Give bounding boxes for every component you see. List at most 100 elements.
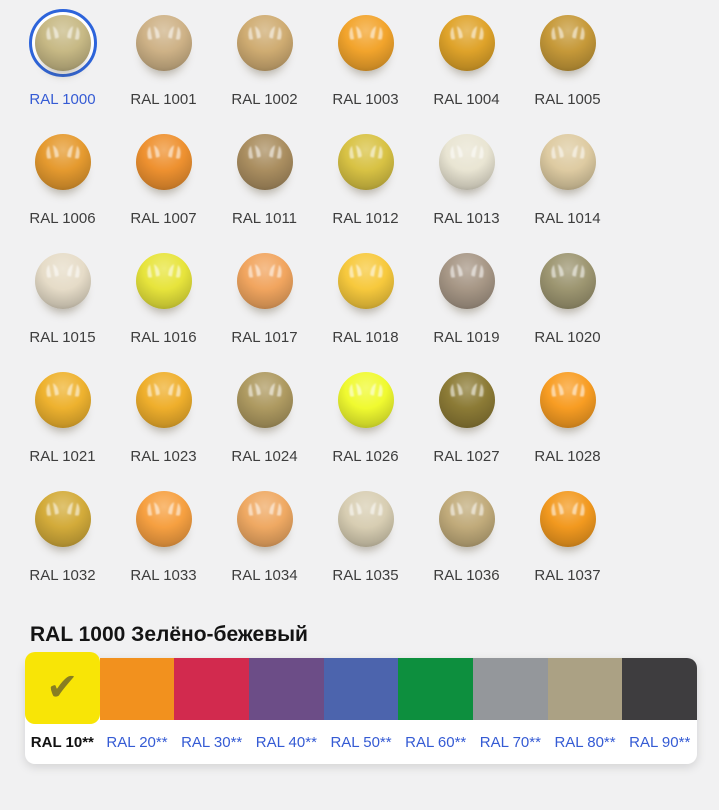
ral-color-item[interactable]: RAL 1020 xyxy=(517,247,618,347)
ral-series-tab[interactable]: ✔ RAL 50** xyxy=(323,658,399,764)
ral-color-item[interactable]: RAL 1002 xyxy=(214,9,315,109)
series-tab-label[interactable]: RAL 90** xyxy=(629,733,691,751)
color-ball[interactable] xyxy=(539,491,596,547)
ral-color-item[interactable]: RAL 1012 xyxy=(315,128,416,228)
ral-code-link[interactable]: RAL 1032 xyxy=(29,567,96,584)
ral-color-item[interactable]: RAL 1034 xyxy=(214,485,315,585)
color-ball[interactable] xyxy=(438,15,495,71)
color-ball[interactable] xyxy=(236,253,293,309)
color-ball[interactable] xyxy=(135,15,192,71)
color-ball[interactable] xyxy=(34,372,91,428)
ral-series-tab[interactable]: ✔ RAL 60** xyxy=(398,658,474,764)
color-ball[interactable] xyxy=(135,134,192,190)
ral-color-item[interactable]: RAL 1016 xyxy=(113,247,214,347)
color-ball[interactable] xyxy=(438,491,495,547)
ral-color-item[interactable]: RAL 1021 xyxy=(12,366,113,466)
ral-code-link[interactable]: RAL 1015 xyxy=(29,329,96,346)
ral-series-tab[interactable]: ✔ RAL 90** xyxy=(622,658,698,764)
ral-color-item[interactable]: RAL 1024 xyxy=(214,366,315,466)
color-ball[interactable] xyxy=(539,253,596,309)
color-ball[interactable] xyxy=(135,253,192,309)
series-tab-label[interactable]: RAL 80** xyxy=(554,733,616,751)
ral-code-link[interactable]: RAL 1012 xyxy=(332,210,399,227)
color-ball[interactable] xyxy=(438,372,495,428)
ral-color-item[interactable]: RAL 1036 xyxy=(416,485,517,585)
ral-color-item[interactable]: RAL 1033 xyxy=(113,485,214,585)
series-tab-label[interactable]: RAL 10** xyxy=(30,733,94,751)
color-ball[interactable] xyxy=(438,253,495,309)
ral-code-link[interactable]: RAL 1007 xyxy=(130,210,197,227)
ral-code-link[interactable]: RAL 1034 xyxy=(231,567,298,584)
series-color-swatch[interactable]: ✔ xyxy=(174,658,250,720)
ral-code-link[interactable]: RAL 1016 xyxy=(130,329,197,346)
ral-code-link[interactable]: RAL 1014 xyxy=(534,210,601,227)
ral-code-link[interactable]: RAL 1019 xyxy=(433,329,500,346)
ral-color-item[interactable]: RAL 1013 xyxy=(416,128,517,228)
ral-color-item[interactable]: RAL 1017 xyxy=(214,247,315,347)
ral-series-tab[interactable]: ✔ RAL 80** xyxy=(547,658,623,764)
ral-color-item[interactable]: RAL 1006 xyxy=(12,128,113,228)
color-ball[interactable] xyxy=(135,491,192,547)
ral-code-link[interactable]: RAL 1033 xyxy=(130,567,197,584)
ral-color-item[interactable]: RAL 1004 xyxy=(416,9,517,109)
ral-color-item[interactable]: RAL 1028 xyxy=(517,366,618,466)
series-tab-label[interactable]: RAL 60** xyxy=(405,733,467,751)
ral-code-link[interactable]: RAL 1021 xyxy=(29,448,96,465)
series-tab-label[interactable]: RAL 30** xyxy=(181,733,243,751)
ral-color-item[interactable]: RAL 1011 xyxy=(214,128,315,228)
color-ball[interactable] xyxy=(337,134,394,190)
series-tab-label[interactable]: RAL 70** xyxy=(479,733,541,751)
ral-color-item[interactable]: RAL 1027 xyxy=(416,366,517,466)
ral-code-link[interactable]: RAL 1005 xyxy=(534,91,601,108)
ral-code-link[interactable]: RAL 1035 xyxy=(332,567,399,584)
color-ball[interactable] xyxy=(539,372,596,428)
ral-code-link[interactable]: RAL 1024 xyxy=(231,448,298,465)
color-ball[interactable] xyxy=(539,15,596,71)
series-color-swatch[interactable]: ✔ xyxy=(99,658,175,720)
ral-code-link[interactable]: RAL 1028 xyxy=(534,448,601,465)
ral-series-tab[interactable]: ✔ RAL 20** xyxy=(99,658,175,764)
series-tab-label[interactable]: RAL 20** xyxy=(106,733,168,751)
color-ball[interactable] xyxy=(135,372,192,428)
ral-code-link[interactable]: RAL 1000 xyxy=(29,91,96,108)
ral-code-link[interactable]: RAL 1001 xyxy=(130,91,197,108)
color-ball[interactable] xyxy=(236,491,293,547)
ral-code-link[interactable]: RAL 1003 xyxy=(332,91,399,108)
series-color-swatch[interactable]: ✔ xyxy=(323,658,399,720)
color-ball[interactable] xyxy=(34,15,91,71)
color-ball[interactable] xyxy=(236,15,293,71)
series-color-swatch[interactable]: ✔ xyxy=(473,658,548,720)
ral-code-link[interactable]: RAL 1004 xyxy=(433,91,500,108)
ral-color-item[interactable]: RAL 1007 xyxy=(113,128,214,228)
color-ball[interactable] xyxy=(438,134,495,190)
ral-code-link[interactable]: RAL 1002 xyxy=(231,91,298,108)
ral-color-item[interactable]: RAL 1035 xyxy=(315,485,416,585)
ral-code-link[interactable]: RAL 1006 xyxy=(29,210,96,227)
ral-series-tab[interactable]: ✔ RAL 10** xyxy=(25,652,100,764)
color-ball[interactable] xyxy=(34,253,91,309)
ral-color-item[interactable]: RAL 1026 xyxy=(315,366,416,466)
color-ball[interactable] xyxy=(337,372,394,428)
color-ball[interactable] xyxy=(236,372,293,428)
ral-series-tab[interactable]: ✔ RAL 70** xyxy=(473,658,548,764)
ral-code-link[interactable]: RAL 1017 xyxy=(231,329,298,346)
ral-color-item[interactable]: RAL 1032 xyxy=(12,485,113,585)
ral-code-link[interactable]: RAL 1011 xyxy=(231,210,298,227)
series-color-swatch[interactable]: ✔ xyxy=(25,652,100,724)
ral-code-link[interactable]: RAL 1013 xyxy=(433,210,500,227)
ral-code-link[interactable]: RAL 1026 xyxy=(332,448,399,465)
ral-series-tab[interactable]: ✔ RAL 40** xyxy=(249,658,324,764)
ral-color-item[interactable]: RAL 1015 xyxy=(12,247,113,347)
color-ball[interactable] xyxy=(337,15,394,71)
series-color-swatch[interactable]: ✔ xyxy=(547,658,623,720)
ral-color-item[interactable]: RAL 1019 xyxy=(416,247,517,347)
ral-code-link[interactable]: RAL 1027 xyxy=(433,448,500,465)
ral-color-item[interactable]: RAL 1023 xyxy=(113,366,214,466)
ral-color-item[interactable]: RAL 1018 xyxy=(315,247,416,347)
ral-color-item[interactable]: RAL 1037 xyxy=(517,485,618,585)
color-ball[interactable] xyxy=(539,134,596,190)
color-ball[interactable] xyxy=(337,253,394,309)
series-tab-label[interactable]: RAL 40** xyxy=(255,733,317,751)
color-ball[interactable] xyxy=(34,134,91,190)
color-ball[interactable] xyxy=(34,491,91,547)
